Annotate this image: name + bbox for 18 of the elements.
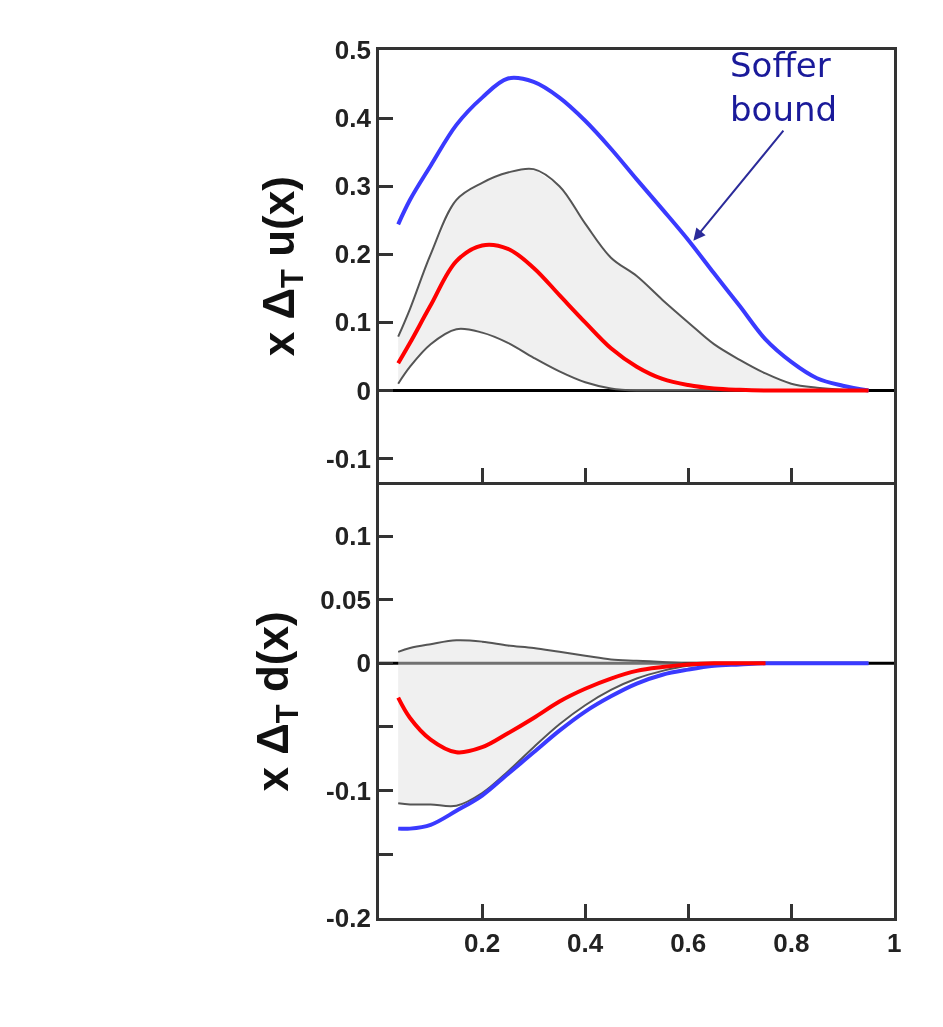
x-tick-label: 0.4 <box>567 927 604 958</box>
y-tick-label: 0.4 <box>334 103 372 134</box>
y-tick-label: -0.1 <box>326 443 371 474</box>
y-tick-label: 0.3 <box>334 171 371 202</box>
x-tick-label: 0.6 <box>670 927 707 958</box>
y-tick-label: -0.1 <box>326 775 371 806</box>
annotation: Soffer bound <box>730 45 838 130</box>
y-tick-label: 0 <box>356 648 371 679</box>
y-tick-label: 0 <box>356 375 371 406</box>
x-tick-label: 1 <box>887 927 902 958</box>
y-tick-label: 0.2 <box>334 239 371 270</box>
y-tick-label: 0.5 <box>334 35 371 66</box>
y-tick-label: -0.2 <box>326 902 371 933</box>
y-tick-label: 0.05 <box>320 584 371 615</box>
x-tick-label: 0.2 <box>464 927 501 958</box>
y-tick-label: 0.1 <box>334 521 371 552</box>
y-tick-label: 0.1 <box>334 307 371 338</box>
x-tick-label: 0.8 <box>773 927 810 958</box>
